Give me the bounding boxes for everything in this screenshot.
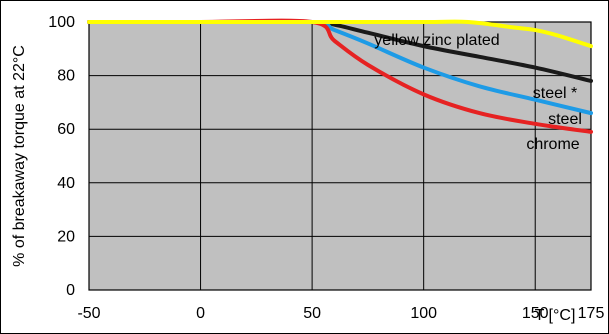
plot-area <box>89 22 591 290</box>
x-tick-label-3: 100 <box>410 305 437 322</box>
x-tick-label-2: 50 <box>303 305 321 322</box>
y-tick-label-1: 20 <box>57 228 75 245</box>
y-tick-label-2: 40 <box>57 175 75 192</box>
x-tick-label-1: 0 <box>196 305 205 322</box>
y-tick-label-3: 60 <box>57 121 75 138</box>
y-tick-label-4: 80 <box>57 68 75 85</box>
series-label-steel: steel <box>548 111 582 128</box>
x-tick-label-4: 150 <box>522 305 549 322</box>
x-axis-label: T [°C] <box>535 307 576 324</box>
series-label-yellow-zinc-plated: yellow zinc plated <box>374 32 499 49</box>
series-line-yellow-zinc-plated <box>87 19 593 49</box>
y-tick-label-5: 100 <box>48 14 75 31</box>
x-tick-label-5: 175 <box>578 305 605 322</box>
x-tick-label-0: -50 <box>77 305 100 322</box>
y-axis-label: % of breakaway torque at 22°C <box>11 45 28 267</box>
series-label-steel-: steel * <box>533 85 577 102</box>
y-tick-label-0: 0 <box>66 282 75 299</box>
series-label-chrome: chrome <box>526 136 579 153</box>
